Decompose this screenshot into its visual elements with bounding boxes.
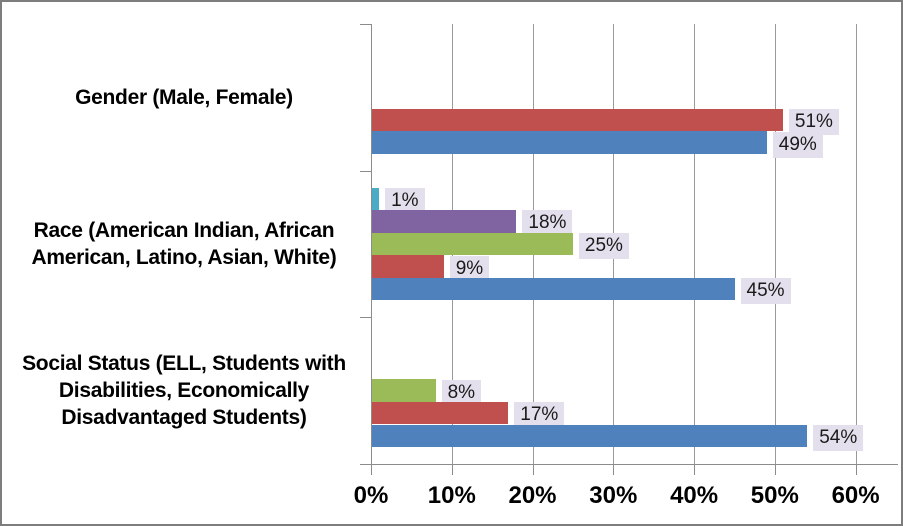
x-axis-tick xyxy=(371,464,372,475)
x-axis-label: 10% xyxy=(427,482,476,509)
x-axis-label: 30% xyxy=(589,482,638,509)
gridline xyxy=(694,24,695,464)
bar-blue-cat2 xyxy=(371,424,808,448)
x-axis-label: 60% xyxy=(831,482,880,509)
x-axis-tick xyxy=(855,464,857,475)
x-axis-label: 50% xyxy=(750,482,799,509)
bar-red-cat1 xyxy=(371,255,444,278)
category-label: Social Status (ELL, Students with Disabi… xyxy=(22,352,346,430)
bar-blue-cat1 xyxy=(371,277,735,301)
x-axis-line xyxy=(371,464,898,465)
category-axis-tick xyxy=(360,317,371,319)
bar-data-label: 18% xyxy=(522,210,573,237)
gridline xyxy=(775,24,776,464)
bar-data-label: 54% xyxy=(813,424,864,451)
bar-purple-cat1 xyxy=(371,210,517,233)
bar-data-label: 25% xyxy=(578,233,629,259)
bar-data-label: 9% xyxy=(449,255,490,282)
gridline xyxy=(856,24,857,464)
x-axis-tick xyxy=(694,464,696,475)
x-axis-tick xyxy=(532,464,534,475)
bar-data-label: 51% xyxy=(788,108,839,135)
bar-data-label: 17% xyxy=(514,402,565,429)
x-axis-tick xyxy=(774,464,776,475)
bar-data-label: 1% xyxy=(385,187,425,214)
bar-data-label: 8% xyxy=(441,379,482,406)
bar-green-cat1 xyxy=(371,232,573,256)
category-axis-tick xyxy=(360,24,371,25)
bar-green-cat2 xyxy=(371,379,436,402)
category-axis-tick xyxy=(360,464,371,465)
plot-area: 1% 18% 25% 8% 51% 9% 17% 49% 45% 54% xyxy=(371,24,896,464)
y-axis-line xyxy=(371,24,372,464)
bar-red-cat2 xyxy=(371,401,509,425)
category-axis-tick xyxy=(360,170,371,172)
x-axis-label: 0% xyxy=(353,482,389,509)
x-axis-label: 40% xyxy=(670,482,719,509)
bar-red-cat0 xyxy=(371,108,783,132)
category-label: Gender (Male, Female) xyxy=(75,85,293,109)
x-axis-tick xyxy=(613,464,615,475)
bar-data-label: 45% xyxy=(740,278,791,305)
x-axis-tick xyxy=(451,464,453,475)
x-axis-label: 20% xyxy=(508,482,557,509)
bar-blue-cat0 xyxy=(371,131,767,154)
bar-teal-cat1 xyxy=(371,187,380,211)
bar-data-label: 49% xyxy=(772,131,823,158)
category-label: Race (American Indian, African American,… xyxy=(31,219,337,270)
